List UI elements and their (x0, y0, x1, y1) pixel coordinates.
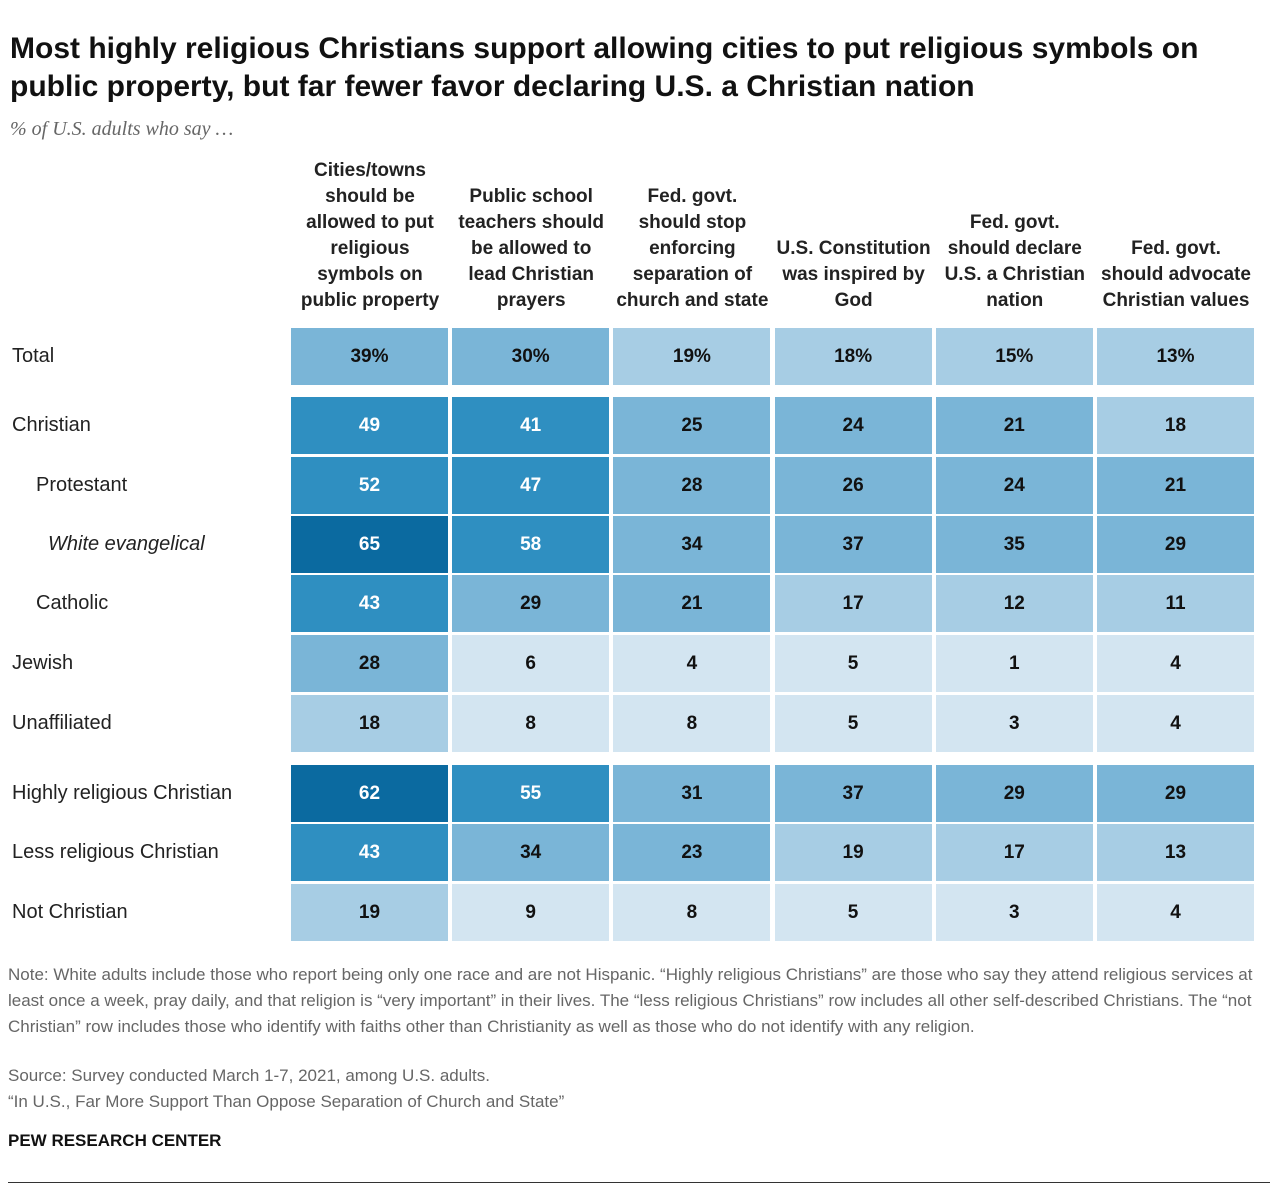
row-label: Not Christian (12, 901, 128, 923)
cell: 5 (774, 695, 932, 752)
cell: 62 (291, 765, 448, 822)
cell: 39% (291, 328, 448, 385)
column-header: Cities/towns should be allowed to put re… (300, 160, 440, 311)
cell: 24 (774, 397, 932, 454)
cell: 25 (613, 397, 771, 454)
cell: 17 (935, 824, 1093, 881)
cell: 21 (613, 575, 771, 632)
row-label: Protestant (36, 474, 128, 496)
cell: 3 (935, 695, 1093, 752)
column-header: Public school teachers should be allowed… (458, 186, 605, 311)
cell: 15% (935, 328, 1093, 385)
subtitle: % of U.S. adults who say … (10, 118, 234, 140)
row-label: Unaffiliated (12, 712, 112, 734)
cell: 29 (1097, 516, 1254, 573)
cell: 8 (613, 884, 771, 941)
cell: 13 (1097, 824, 1254, 881)
cell: 29 (935, 765, 1093, 822)
cell: 31 (613, 765, 771, 822)
cell: 6 (452, 635, 610, 692)
row-label: Catholic (36, 592, 109, 614)
cell: 4 (613, 635, 771, 692)
cell: 29 (1097, 765, 1254, 822)
cell: 3 (935, 884, 1093, 941)
source: Source: Survey conducted March 1-7, 2021… (8, 1066, 490, 1085)
cell: 17 (774, 575, 932, 632)
cell: 5 (774, 884, 932, 941)
cell: 18 (291, 695, 448, 752)
cell: 35 (935, 516, 1093, 573)
row-label: Highly religious Christian (12, 782, 233, 804)
cell: 47 (452, 457, 610, 514)
cell: 55 (452, 765, 610, 822)
cell: 4 (1097, 884, 1254, 941)
cell: 19% (613, 328, 771, 385)
cell: 21 (935, 397, 1093, 454)
row-label: Less religious Christian (12, 841, 219, 863)
cell: 34 (613, 516, 771, 573)
cell: 28 (291, 635, 448, 692)
row-label: Jewish (12, 652, 74, 674)
note: Note: White adults include those who rep… (8, 965, 1253, 1036)
cell: 26 (774, 457, 932, 514)
column-header: Fed. govt. should advocate Christian val… (1101, 238, 1251, 311)
cell: 13% (1097, 328, 1254, 385)
cell: 8 (452, 695, 610, 752)
cell: 11 (1097, 575, 1254, 632)
cell: 23 (613, 824, 771, 881)
cell: 30% (452, 328, 610, 385)
cell: 4 (1097, 635, 1254, 692)
cell: 19 (774, 824, 932, 881)
row-label: White evangelical (48, 533, 205, 555)
row-label: Christian (12, 414, 91, 436)
brand: PEW RESEARCH CENTER (8, 1131, 222, 1150)
column-header: Fed. govt. should stop enforcing separat… (616, 186, 769, 311)
column-header: Fed. govt. should declare U.S. a Christi… (944, 212, 1085, 311)
cell: 18% (774, 328, 932, 385)
cell: 4 (1097, 695, 1254, 752)
column-header: U.S. Constitution was inspired by God (776, 238, 931, 311)
cell: 58 (452, 516, 610, 573)
row-label: Total (12, 345, 55, 367)
cell: 1 (935, 635, 1093, 692)
cell: 41 (452, 397, 610, 454)
cell: 65 (291, 516, 448, 573)
cell: 29 (452, 575, 610, 632)
cell: 37 (774, 516, 932, 573)
cell: 37 (774, 765, 932, 822)
cell: 43 (291, 575, 448, 632)
rule (8, 1182, 1270, 1183)
cell: 18 (1097, 397, 1254, 454)
cell: 5 (774, 635, 932, 692)
chart-title: Most highly religious Christians support… (10, 32, 1199, 103)
cell: 8 (613, 695, 771, 752)
cell: 52 (291, 457, 448, 514)
report: “In U.S., Far More Support Than Oppose S… (8, 1092, 565, 1111)
cell: 19 (291, 884, 448, 941)
cell: 49 (291, 397, 448, 454)
cell: 24 (935, 457, 1093, 514)
cell: 21 (1097, 457, 1254, 514)
cell: 9 (452, 884, 610, 941)
cell: 43 (291, 824, 448, 881)
cell: 12 (935, 575, 1093, 632)
cell: 28 (613, 457, 771, 514)
cell: 34 (452, 824, 610, 881)
